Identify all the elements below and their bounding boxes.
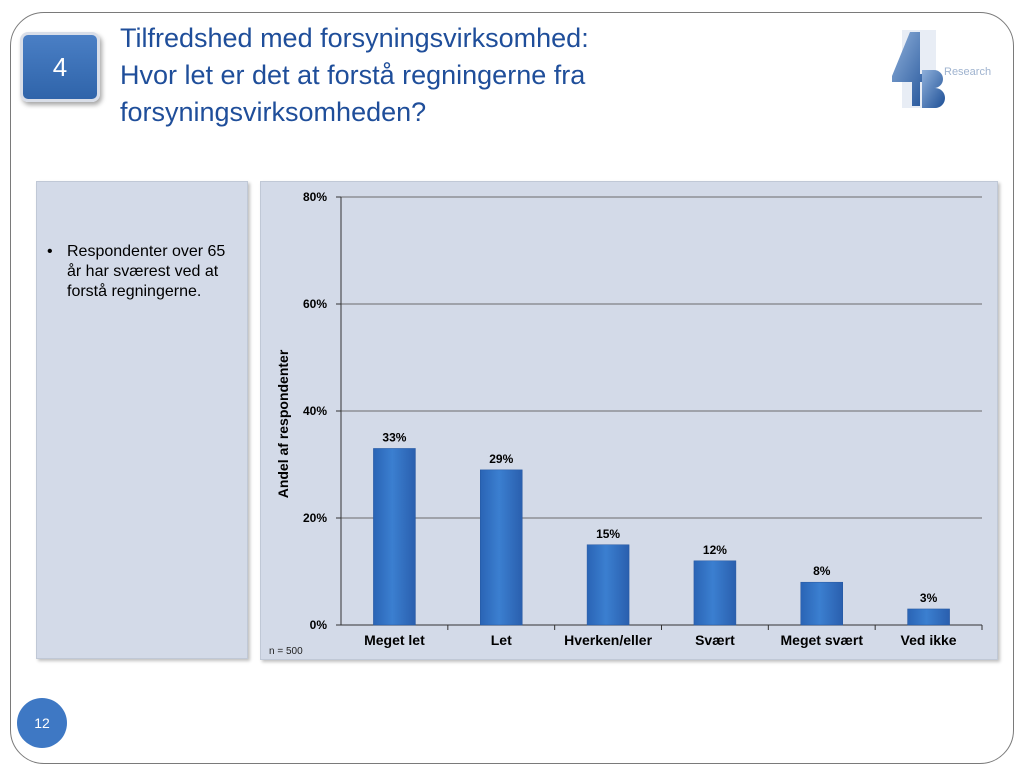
bar bbox=[480, 469, 523, 626]
bullet-dot-icon: • bbox=[47, 243, 53, 260]
slide-title: Tilfredshed med forsyningsvirksomhed: Hv… bbox=[120, 20, 780, 131]
y-tick-label: 60% bbox=[303, 297, 327, 311]
bar-value-label: 3% bbox=[920, 591, 938, 605]
bullet-item: • Respondenter over 65 år har sværest ve… bbox=[47, 242, 242, 302]
logo-text: Research bbox=[944, 66, 992, 78]
x-tick-label: Svært bbox=[695, 632, 735, 648]
y-axis-label: Andel af respondenter bbox=[275, 349, 291, 498]
bar bbox=[800, 581, 843, 626]
page-number: 12 bbox=[17, 698, 67, 748]
bar-value-label: 12% bbox=[703, 543, 727, 557]
bar-value-label: 15% bbox=[596, 527, 620, 541]
chart-panel: 0% 20% 40% 60% 80% 33% Meget let 29% Let 15% Hverk… bbox=[260, 181, 998, 660]
y-tick-label: 0% bbox=[310, 618, 328, 632]
bar-value-label: 8% bbox=[813, 564, 831, 578]
y-tick-label: 20% bbox=[303, 511, 327, 525]
sample-size-note: n = 500 bbox=[269, 646, 303, 657]
bar-chart: 0% 20% 40% 60% 80% 33% Meget let 29% Let 15% Hverk… bbox=[269, 190, 983, 657]
x-tick-label: Meget let bbox=[364, 632, 425, 648]
slide-number-badge: 4 bbox=[20, 32, 100, 102]
bar bbox=[907, 608, 950, 626]
bullet-text: Respondenter over 65 år har sværest ved … bbox=[67, 243, 226, 300]
bar bbox=[373, 448, 416, 626]
bar bbox=[586, 544, 630, 626]
x-tick-label: Ved ikke bbox=[901, 632, 957, 648]
company-logo: Research bbox=[888, 30, 998, 110]
bar bbox=[693, 560, 737, 626]
y-tick-label: 40% bbox=[303, 404, 327, 418]
bar-value-label: 29% bbox=[489, 452, 513, 466]
logo-4b-icon bbox=[892, 30, 945, 108]
x-tick-label: Meget svært bbox=[781, 632, 864, 648]
x-tick-label: Let bbox=[491, 632, 512, 648]
y-tick-label: 80% bbox=[303, 190, 327, 204]
title-line-3: forsyningsvirksomheden? bbox=[120, 97, 427, 127]
title-line-2: Hvor let er det at forstå regningerne fr… bbox=[120, 60, 586, 90]
title-line-1: Tilfredshed med forsyningsvirksomhed: bbox=[120, 23, 589, 53]
comment-panel: • Respondenter over 65 år har sværest ve… bbox=[36, 181, 248, 659]
bar-value-label: 33% bbox=[382, 430, 406, 444]
x-tick-label: Hverken/eller bbox=[564, 632, 652, 648]
